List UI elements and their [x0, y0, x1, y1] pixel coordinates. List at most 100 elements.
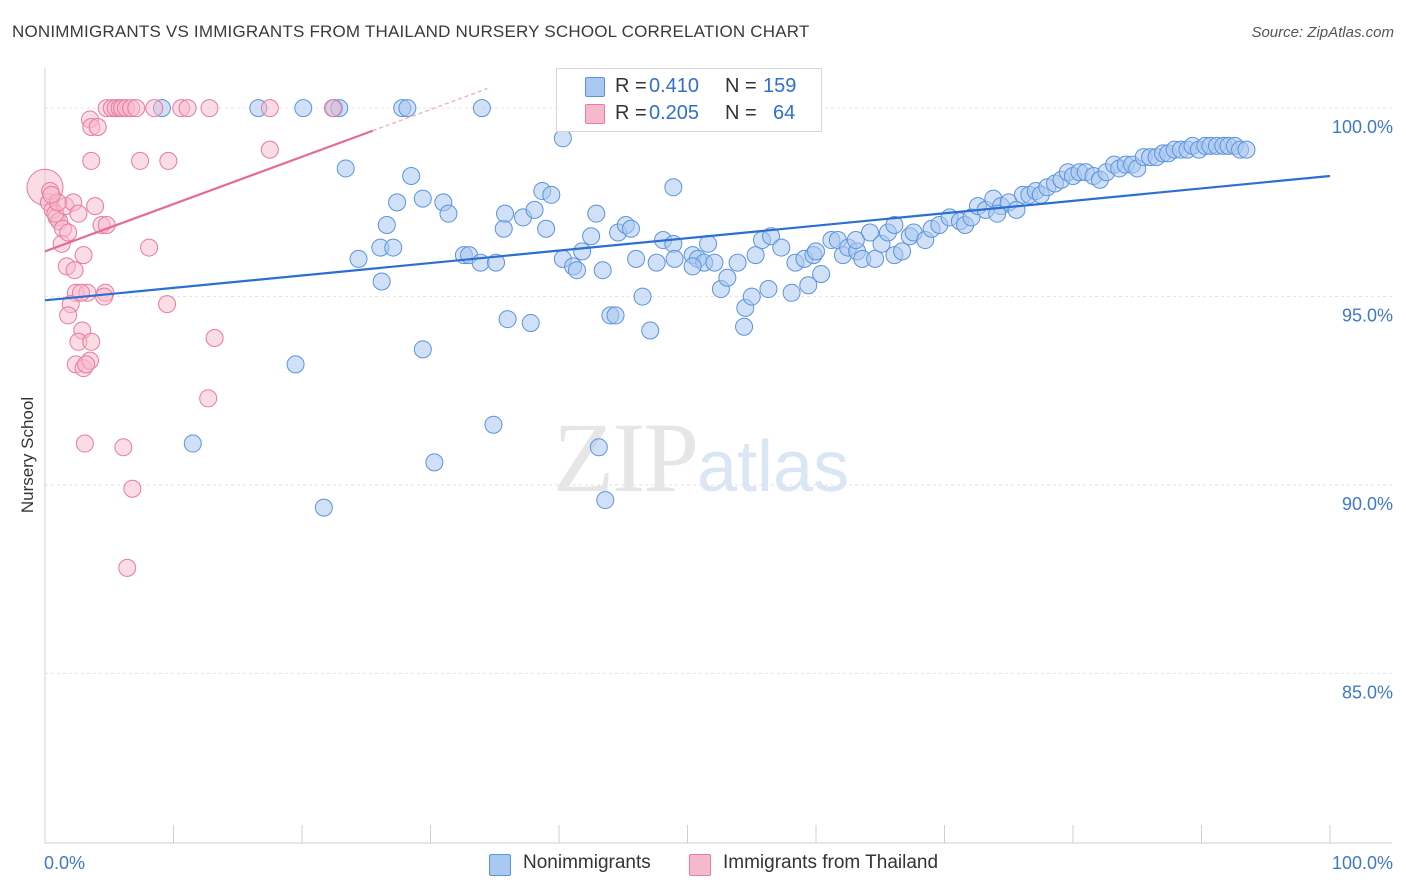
point-nonimmigrants: [759, 280, 778, 299]
point-thailand: [260, 99, 279, 118]
source-label: Source: ZipAtlas.com: [1251, 24, 1394, 41]
point-nonimmigrants: [1237, 140, 1256, 159]
series-nonimmigrants: [152, 99, 1256, 517]
stats-legend-row-thailand: R = 0.205 N = 64: [557, 101, 821, 127]
point-nonimmigrants: [665, 249, 684, 268]
point-nonimmigrants: [494, 219, 513, 238]
trendline-thailand: [44, 129, 374, 253]
stats-legend: R = 0.410 N = 159 R = 0.205 N = 64: [556, 68, 822, 132]
x-tick-label: 0.0%: [44, 853, 85, 873]
n-label: N =: [725, 75, 757, 97]
point-thailand: [199, 389, 218, 408]
r-value: 0.410: [649, 75, 700, 97]
y-tick-label: 90.0%: [1342, 494, 1393, 514]
point-nonimmigrants: [294, 99, 313, 118]
trendline-thailand-extension: [372, 87, 488, 132]
point-nonimmigrants: [846, 231, 865, 250]
n-value: 159: [763, 75, 797, 97]
point-thailand: [205, 329, 224, 348]
point-nonimmigrants: [746, 246, 765, 265]
point-nonimmigrants: [567, 261, 586, 280]
point-nonimmigrants: [537, 219, 556, 238]
point-thailand: [59, 306, 78, 325]
point-thailand: [69, 204, 88, 223]
point-thailand: [145, 99, 164, 118]
point-nonimmigrants: [641, 321, 660, 340]
point-nonimmigrants: [439, 204, 458, 223]
trend-lines: [44, 87, 1331, 302]
point-nonimmigrants: [728, 253, 747, 272]
point-thailand: [127, 99, 146, 118]
point-nonimmigrants: [683, 257, 702, 276]
point-nonimmigrants: [377, 215, 396, 234]
point-thailand: [123, 479, 142, 498]
legend-swatch-blue: [489, 854, 511, 876]
point-thailand: [82, 332, 101, 351]
point-nonimmigrants: [812, 264, 831, 283]
point-nonimmigrants: [521, 313, 540, 332]
point-nonimmigrants: [633, 287, 652, 306]
point-nonimmigrants: [496, 204, 515, 223]
point-nonimmigrants: [413, 340, 432, 359]
n-label: N =: [725, 102, 757, 124]
point-thailand: [88, 117, 107, 136]
point-thailand: [159, 151, 178, 170]
series-immigrants-thailand: [26, 99, 342, 577]
legend-swatch-pink: [585, 104, 605, 124]
point-thailand: [71, 283, 90, 302]
point-nonimmigrants: [705, 253, 724, 272]
point-thailand: [74, 246, 93, 265]
point-nonimmigrants: [484, 415, 503, 434]
legend-label-thailand: Immigrants from Thailand: [723, 852, 939, 873]
point-nonimmigrants: [772, 238, 791, 257]
point-nonimmigrants: [472, 99, 491, 118]
point-nonimmigrants: [627, 249, 646, 268]
point-nonimmigrants: [589, 438, 608, 457]
legend-swatch-pink: [689, 854, 711, 876]
point-nonimmigrants: [866, 249, 885, 268]
point-thailand: [65, 261, 84, 280]
point-nonimmigrants: [587, 204, 606, 223]
point-nonimmigrants: [573, 242, 592, 261]
point-nonimmigrants: [582, 227, 601, 246]
grid-lines: [45, 107, 1392, 674]
x-tick-label: 100.0%: [1332, 853, 1393, 873]
point-nonimmigrants: [860, 223, 879, 242]
point-thailand: [59, 223, 78, 242]
watermark-zip: ZIP: [553, 402, 699, 513]
point-nonimmigrants: [762, 227, 781, 246]
point-thailand: [77, 355, 96, 374]
watermark-atlas: atlas: [697, 427, 850, 507]
point-thailand: [178, 99, 197, 118]
point-nonimmigrants: [336, 159, 355, 178]
point-thailand: [42, 185, 61, 204]
point-nonimmigrants: [596, 491, 615, 510]
watermark: ZIPatlas: [553, 400, 849, 515]
point-thailand: [75, 434, 94, 453]
point-nonimmigrants: [1007, 200, 1026, 219]
stats-legend-row-nonimmigrants: R = 0.410 N = 159: [557, 74, 821, 100]
point-nonimmigrants: [885, 215, 904, 234]
point-nonimmigrants: [286, 355, 305, 374]
n-value: 64: [773, 102, 796, 124]
point-nonimmigrants: [782, 283, 801, 302]
point-nonimmigrants: [593, 261, 612, 280]
point-nonimmigrants: [314, 498, 333, 517]
point-nonimmigrants: [735, 317, 754, 336]
point-nonimmigrants: [807, 242, 825, 261]
y-tick-label: 85.0%: [1342, 682, 1393, 702]
y-tick-label: 100.0%: [1332, 117, 1393, 137]
point-nonimmigrants: [718, 268, 737, 287]
point-thailand: [82, 151, 101, 170]
point-nonimmigrants: [742, 287, 761, 306]
point-thailand: [158, 295, 177, 314]
point-nonimmigrants: [487, 253, 506, 272]
point-nonimmigrants: [525, 200, 544, 219]
legend-label-nonimmigrants: Nonimmigrants: [523, 852, 651, 873]
point-nonimmigrants: [398, 99, 417, 118]
point-nonimmigrants: [402, 166, 421, 185]
trendline-nonimmigrants: [44, 174, 1331, 302]
point-thailand: [131, 151, 150, 170]
legend-swatch-blue: [585, 77, 605, 97]
chart-title: NONIMMIGRANTS VS IMMIGRANTS FROM THAILAN…: [12, 22, 810, 41]
